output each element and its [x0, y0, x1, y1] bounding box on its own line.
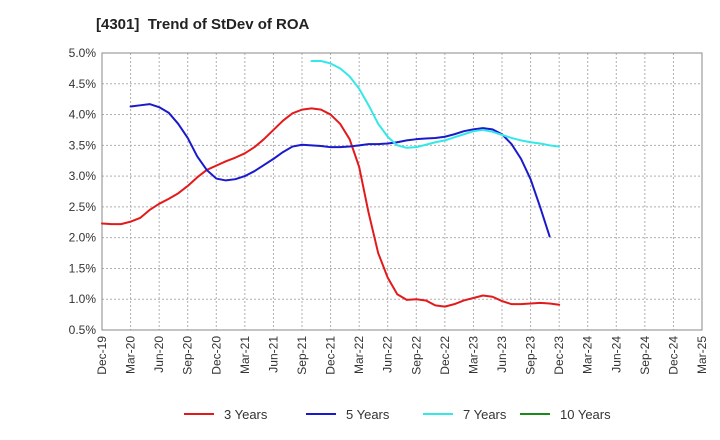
x-tick-label: Sep-21 — [295, 336, 309, 375]
y-tick-label: 3.0% — [69, 169, 97, 183]
x-tick-label: Jun-21 — [266, 336, 280, 373]
x-tick-label: Sep-22 — [409, 336, 423, 375]
x-tick-label: Jun-24 — [609, 336, 623, 373]
x-tick-label: Jun-22 — [381, 336, 395, 373]
y-tick-label: 0.5% — [69, 323, 97, 337]
legend: 3 Years 5 Years 7 Years 10 Years — [184, 407, 611, 422]
y-tick-labels: 0.5% 1.0% 1.5% 2.0% 2.5% 3.0% 3.5% 4.0% 4.5% 5.0% — [69, 46, 97, 337]
plot-frame — [101, 52, 703, 331]
x-tick-label: Mar-21 — [238, 336, 252, 374]
y-tick-label: 1.0% — [69, 292, 97, 306]
x-tick-label: Dec-22 — [438, 336, 452, 375]
x-tick-label: Mar-24 — [581, 336, 595, 374]
x-tick-label: Dec-20 — [209, 336, 223, 375]
x-tick-label: Dec-23 — [552, 336, 566, 375]
x-tick-label: Mar-23 — [466, 336, 480, 374]
series-line-1 — [129, 103, 551, 238]
axes — [101, 52, 703, 331]
x-tick-label: Mar-20 — [124, 336, 138, 374]
x-tick-label: Jun-23 — [495, 336, 509, 373]
x-tick-label: Dec-21 — [324, 336, 338, 375]
y-tick-label: 4.0% — [69, 108, 97, 122]
legend-label-2: 7 Years — [463, 407, 507, 422]
x-tick-label: Sep-20 — [181, 336, 195, 375]
series-line-0 — [101, 107, 561, 308]
grid — [101, 52, 703, 331]
x-tick-label: Mar-25 — [695, 336, 709, 374]
legend-label-0: 3 Years — [224, 407, 268, 422]
y-tick-label: 4.5% — [69, 77, 97, 91]
y-tick-label: 3.5% — [69, 138, 97, 152]
y-tick-label: 2.5% — [69, 200, 97, 214]
series-lines — [101, 60, 561, 308]
y-tick-label: 2.0% — [69, 231, 97, 245]
x-tick-label: Sep-24 — [638, 336, 652, 375]
y-tick-label: 5.0% — [69, 46, 97, 60]
legend-label-3: 10 Years — [560, 407, 611, 422]
x-tick-label: Sep-23 — [524, 336, 538, 375]
x-tick-label: Mar-22 — [352, 336, 366, 374]
series-line-2 — [310, 60, 561, 149]
y-tick-label: 1.5% — [69, 261, 97, 275]
chart-title: [4301] Trend of StDev of ROA — [96, 16, 310, 33]
x-tick-label: Dec-19 — [95, 336, 109, 375]
x-tick-labels: Dec-19 Mar-20 Jun-20 Sep-20 Dec-20 Mar-21 Jun-… — [95, 336, 709, 375]
x-tick-label: Dec-24 — [666, 336, 680, 375]
legend-label-1: 5 Years — [346, 407, 390, 422]
x-tick-label: Jun-20 — [152, 336, 166, 373]
